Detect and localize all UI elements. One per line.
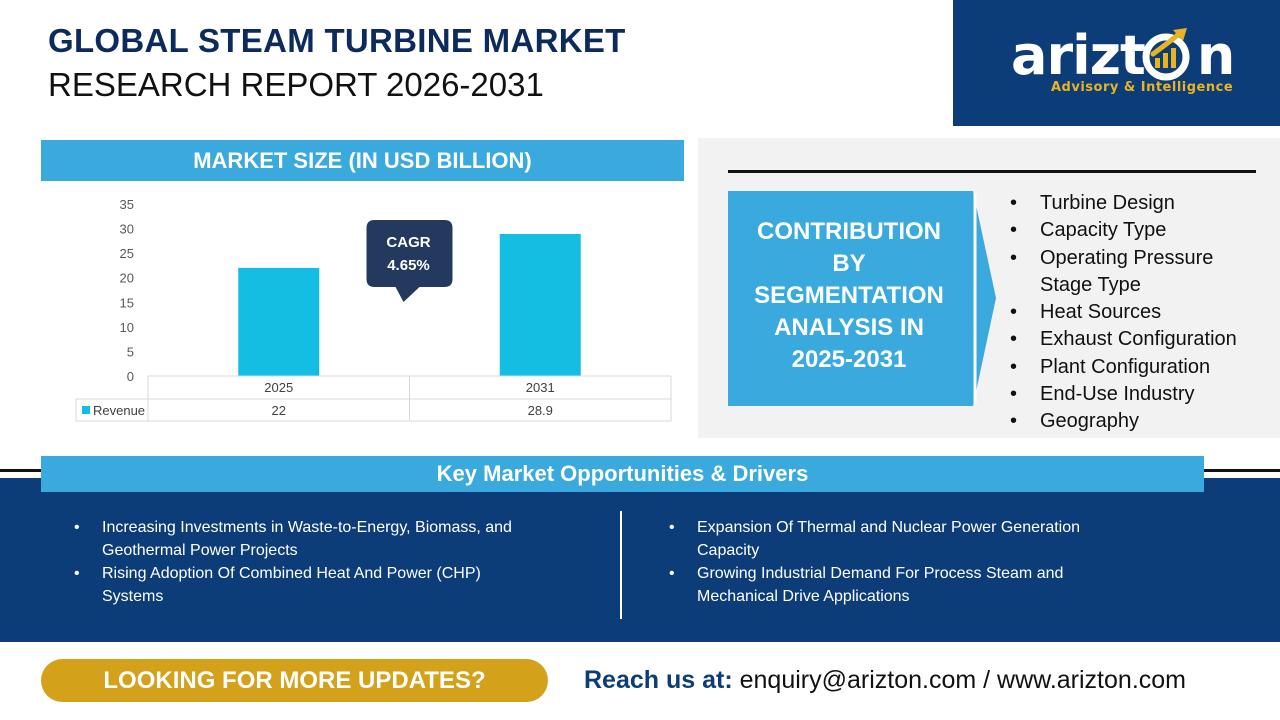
opportunity-item: • Rising Adoption Of Combined Heat And Po… — [70, 562, 570, 608]
data-value-label: 28.9 — [528, 403, 553, 418]
opportunity-item-text: Increasing Investments in Waste-to-Energ… — [102, 519, 512, 536]
bullet-icon: • — [74, 519, 80, 536]
segmentation-item-label: Capacity Type — [1040, 219, 1167, 242]
segmentation-title-line: CONTRIBUTION — [757, 218, 941, 245]
bar-2031 — [499, 233, 581, 376]
y-tick-label: 0 — [127, 369, 134, 384]
bullet-icon: • — [1010, 355, 1018, 378]
segmentation-item-label: Geography — [1040, 410, 1139, 433]
segmentation-item-label: Operating Pressure — [1040, 246, 1214, 269]
segmentation-item-label: Exhaust Configuration — [1040, 328, 1237, 351]
segmentation-item: • Exhaust Configuration — [1010, 326, 1237, 353]
segmentation-title-line: 2025-2031 — [791, 346, 907, 373]
bullet-icon: • — [1010, 383, 1018, 406]
report-subtitle: RESEARCH REPORT 2026-2031 — [48, 66, 544, 103]
segmentation-title: CONTRIBUTION BY SEGMENTATION ANALYSIS IN 202… — [738, 216, 960, 376]
y-tick-label: 35 — [120, 197, 134, 212]
opportunity-item-text: Mechanical Drive Applications — [697, 588, 910, 605]
bullet-icon: • — [1010, 301, 1018, 324]
opportunity-item-text: Expansion Of Thermal and Nuclear Power G… — [697, 519, 1081, 536]
legend-label: Revenue — [93, 403, 145, 418]
segmentation-item: • Plant Configuration — [1010, 354, 1237, 381]
segmentation-divider — [728, 170, 1256, 173]
growth-arrow-icon — [1142, 28, 1190, 81]
segmentation-item: • Turbine Design — [1010, 190, 1237, 217]
opportunities-column-separator — [620, 511, 622, 619]
reach-label: Reach us at: — [584, 666, 733, 694]
report-title: GLOBAL STEAM TURBINE MARKET — [48, 22, 626, 59]
contact-links[interactable]: enquiry@arizton.com / www.arizton.com — [739, 666, 1186, 694]
opportunities-header: Key Market Opportunities & Drivers — [41, 456, 1204, 492]
logo: arizt n Advisory & Intelligence — [953, 0, 1280, 126]
segmentation-item: • Geography — [1010, 408, 1237, 435]
segmentation-item: • Capacity Type — [1010, 217, 1237, 244]
segmentation-title-line: ANALYSIS IN — [774, 314, 924, 341]
segmentation-item-label: Stage Type — [1040, 273, 1141, 296]
x-category-label: 2025 — [264, 380, 293, 395]
bullet-icon: • — [669, 519, 675, 536]
opportunities-right-list: • Expansion Of Thermal and Nuclear Power … — [665, 516, 1145, 608]
updates-cta-button[interactable]: LOOKING FOR MORE UPDATES? — [41, 659, 548, 702]
bullet-icon: • — [1010, 410, 1018, 433]
x-category-label: 2031 — [526, 380, 555, 395]
segmentation-item-label: Plant Configuration — [1040, 355, 1211, 378]
cagr-value: 4.65% — [387, 257, 430, 274]
segmentation-title-line: SEGMENTATION — [754, 282, 944, 309]
bullet-icon: • — [1010, 219, 1018, 242]
logo-wordmark-post: n — [1196, 24, 1235, 87]
bar-2025 — [238, 267, 320, 376]
segmentation-item-label: Turbine Design — [1040, 192, 1175, 214]
y-tick-label: 20 — [120, 271, 134, 286]
opportunity-item-text: Growing Industrial Demand For Process St… — [697, 565, 1064, 582]
y-tick-label: 10 — [120, 320, 134, 335]
opportunities-left-list: • Increasing Investments in Waste-to-Ener… — [70, 516, 570, 608]
segmentation-item: • End-Use Industry — [1010, 381, 1237, 408]
segmentation-item: • Heat Sources — [1010, 299, 1237, 326]
y-tick-label: 15 — [120, 295, 134, 310]
cagr-label: CAGR — [386, 234, 430, 251]
opportunity-item: • Increasing Investments in Waste-to-Ener… — [70, 516, 570, 562]
opportunity-item-text: Rising Adoption Of Combined Heat And Pow… — [102, 565, 481, 582]
segmentation-item-label: End-Use Industry — [1040, 383, 1195, 406]
logo-wordmark: arizt n — [1011, 24, 1235, 87]
y-tick-label: 5 — [127, 344, 134, 359]
opportunity-item: • Growing Industrial Demand For Process S… — [665, 562, 1145, 608]
bullet-icon: • — [1010, 246, 1018, 269]
market-size-chart: 05101520253035202522203128.9RevenueCAGR4… — [75, 197, 672, 422]
cagr-callout — [366, 220, 453, 302]
opportunities-band — [0, 478, 1280, 642]
logo-tagline: Advisory & Intelligence — [1051, 80, 1234, 95]
segmentation-item: • Operating Pressure Stage Type — [1010, 245, 1237, 300]
opportunity-item-text: Systems — [102, 588, 164, 605]
segmentation-title-line: BY — [832, 250, 866, 277]
opportunity-item: • Expansion Of Thermal and Nuclear Power … — [665, 516, 1145, 562]
bullet-icon: • — [669, 565, 675, 582]
contact-line: Reach us at: enquiry@arizton.com / www.a… — [584, 663, 1186, 697]
opportunity-item-text: Capacity — [697, 542, 760, 559]
market-size-header: MARKET SIZE (IN USD BILLION) — [41, 140, 684, 181]
segmentation-item-label: Heat Sources — [1040, 301, 1162, 324]
bullet-icon: • — [74, 565, 80, 582]
bullet-icon: • — [1010, 328, 1018, 351]
opportunity-item-text: Geothermal Power Projects — [102, 542, 298, 559]
logo-wordmark-pre: arizt — [1011, 24, 1146, 87]
segmentation-list: • Turbine Design • Capacity Type • Operating … — [1010, 190, 1237, 436]
segmentation-arrow-shape — [728, 191, 996, 406]
y-tick-label: 30 — [120, 222, 134, 237]
legend-swatch — [82, 406, 90, 414]
bullet-icon: • — [1010, 192, 1018, 214]
data-value-label: 22 — [272, 403, 286, 418]
y-tick-label: 25 — [120, 246, 134, 261]
